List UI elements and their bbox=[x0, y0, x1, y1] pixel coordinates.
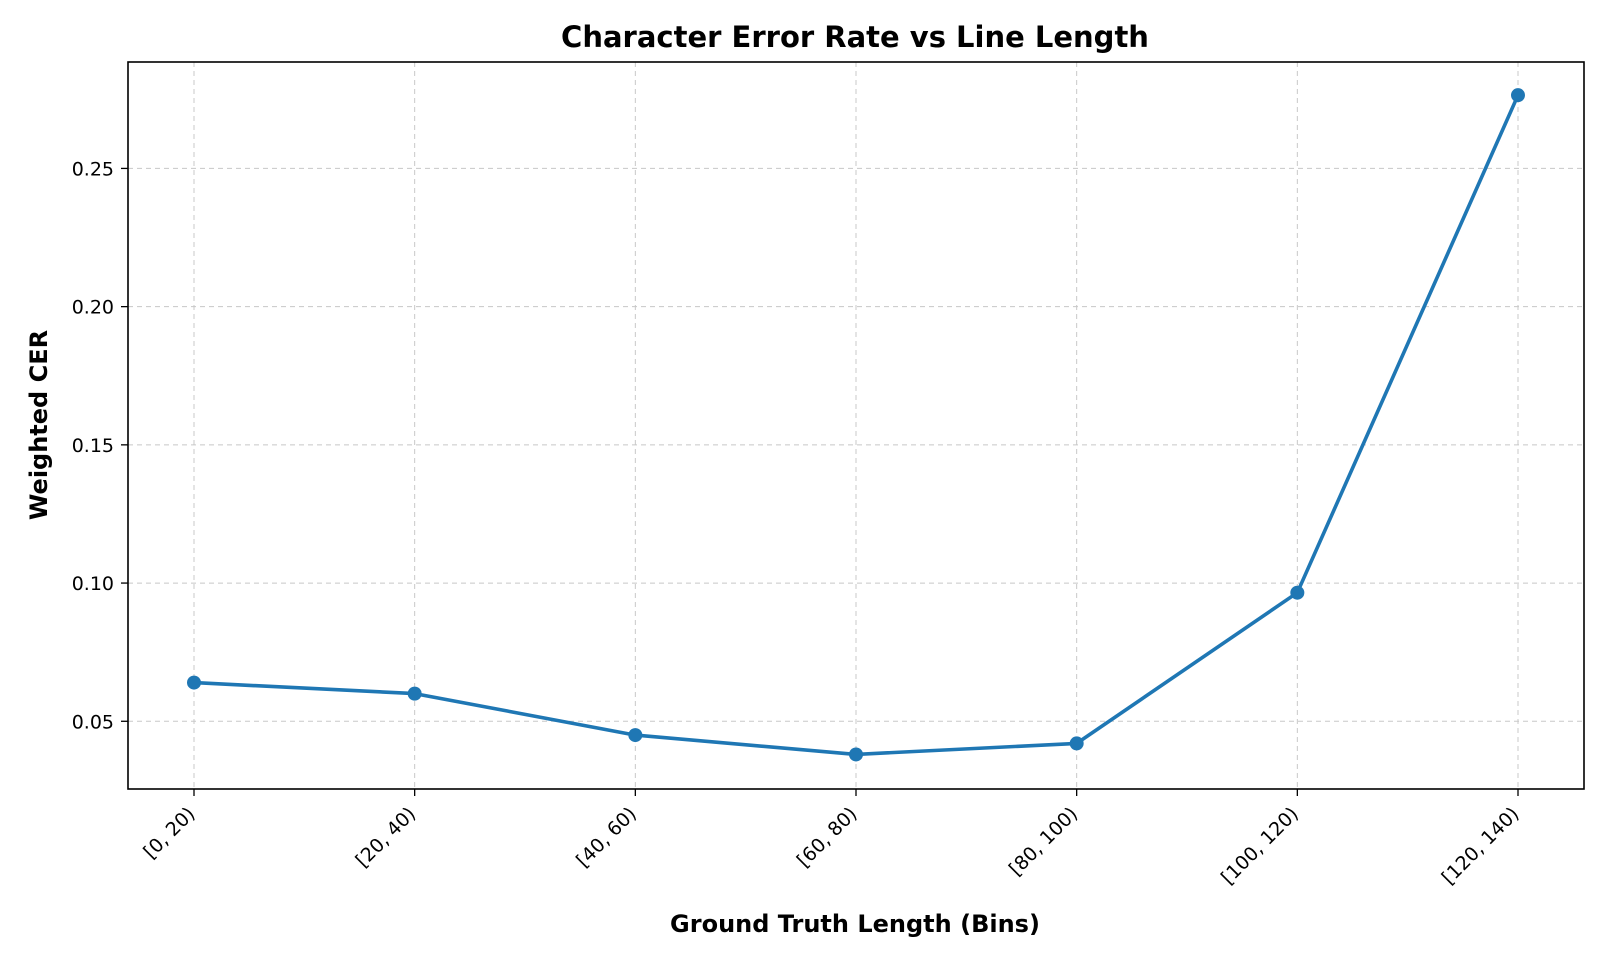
data-point bbox=[849, 747, 863, 762]
y-tick-label: 0.05 bbox=[72, 711, 114, 733]
grid bbox=[128, 62, 1584, 789]
data-point bbox=[407, 686, 422, 701]
x-tick-label: [20, 40) bbox=[351, 803, 420, 872]
chart-title: Character Error Rate vs Line Length bbox=[561, 20, 1149, 54]
y-tick-label: 0.10 bbox=[72, 573, 114, 595]
x-tick-label: [0, 20) bbox=[139, 803, 199, 863]
x-tick-label: [120, 140) bbox=[1438, 803, 1524, 889]
data-point bbox=[1511, 88, 1525, 103]
data-point bbox=[1290, 585, 1305, 600]
data-point bbox=[1069, 736, 1084, 751]
x-tick-label: [80, 100) bbox=[1005, 803, 1082, 880]
data-point bbox=[628, 728, 643, 743]
x-axis-label: Ground Truth Length (Bins) bbox=[670, 910, 1040, 938]
series-group bbox=[187, 88, 1525, 762]
data-point bbox=[187, 675, 201, 690]
x-tick-label: [40, 60) bbox=[572, 803, 641, 872]
y-tick-label: 0.25 bbox=[72, 158, 114, 180]
x-tick-label: [60, 80) bbox=[793, 803, 862, 872]
y-axis: 0.05 0.10 0.15 0.20 0.25 bbox=[72, 158, 128, 733]
y-tick-label: 0.15 bbox=[72, 435, 114, 457]
x-tick-label: [100, 120) bbox=[1217, 803, 1303, 889]
y-axis-label: Weighted CER bbox=[25, 330, 53, 520]
x-axis: [0, 20) [20, 40) [40, 60) [60, 80) [80, 100)… bbox=[139, 789, 1524, 889]
y-tick-label: 0.20 bbox=[72, 297, 114, 319]
